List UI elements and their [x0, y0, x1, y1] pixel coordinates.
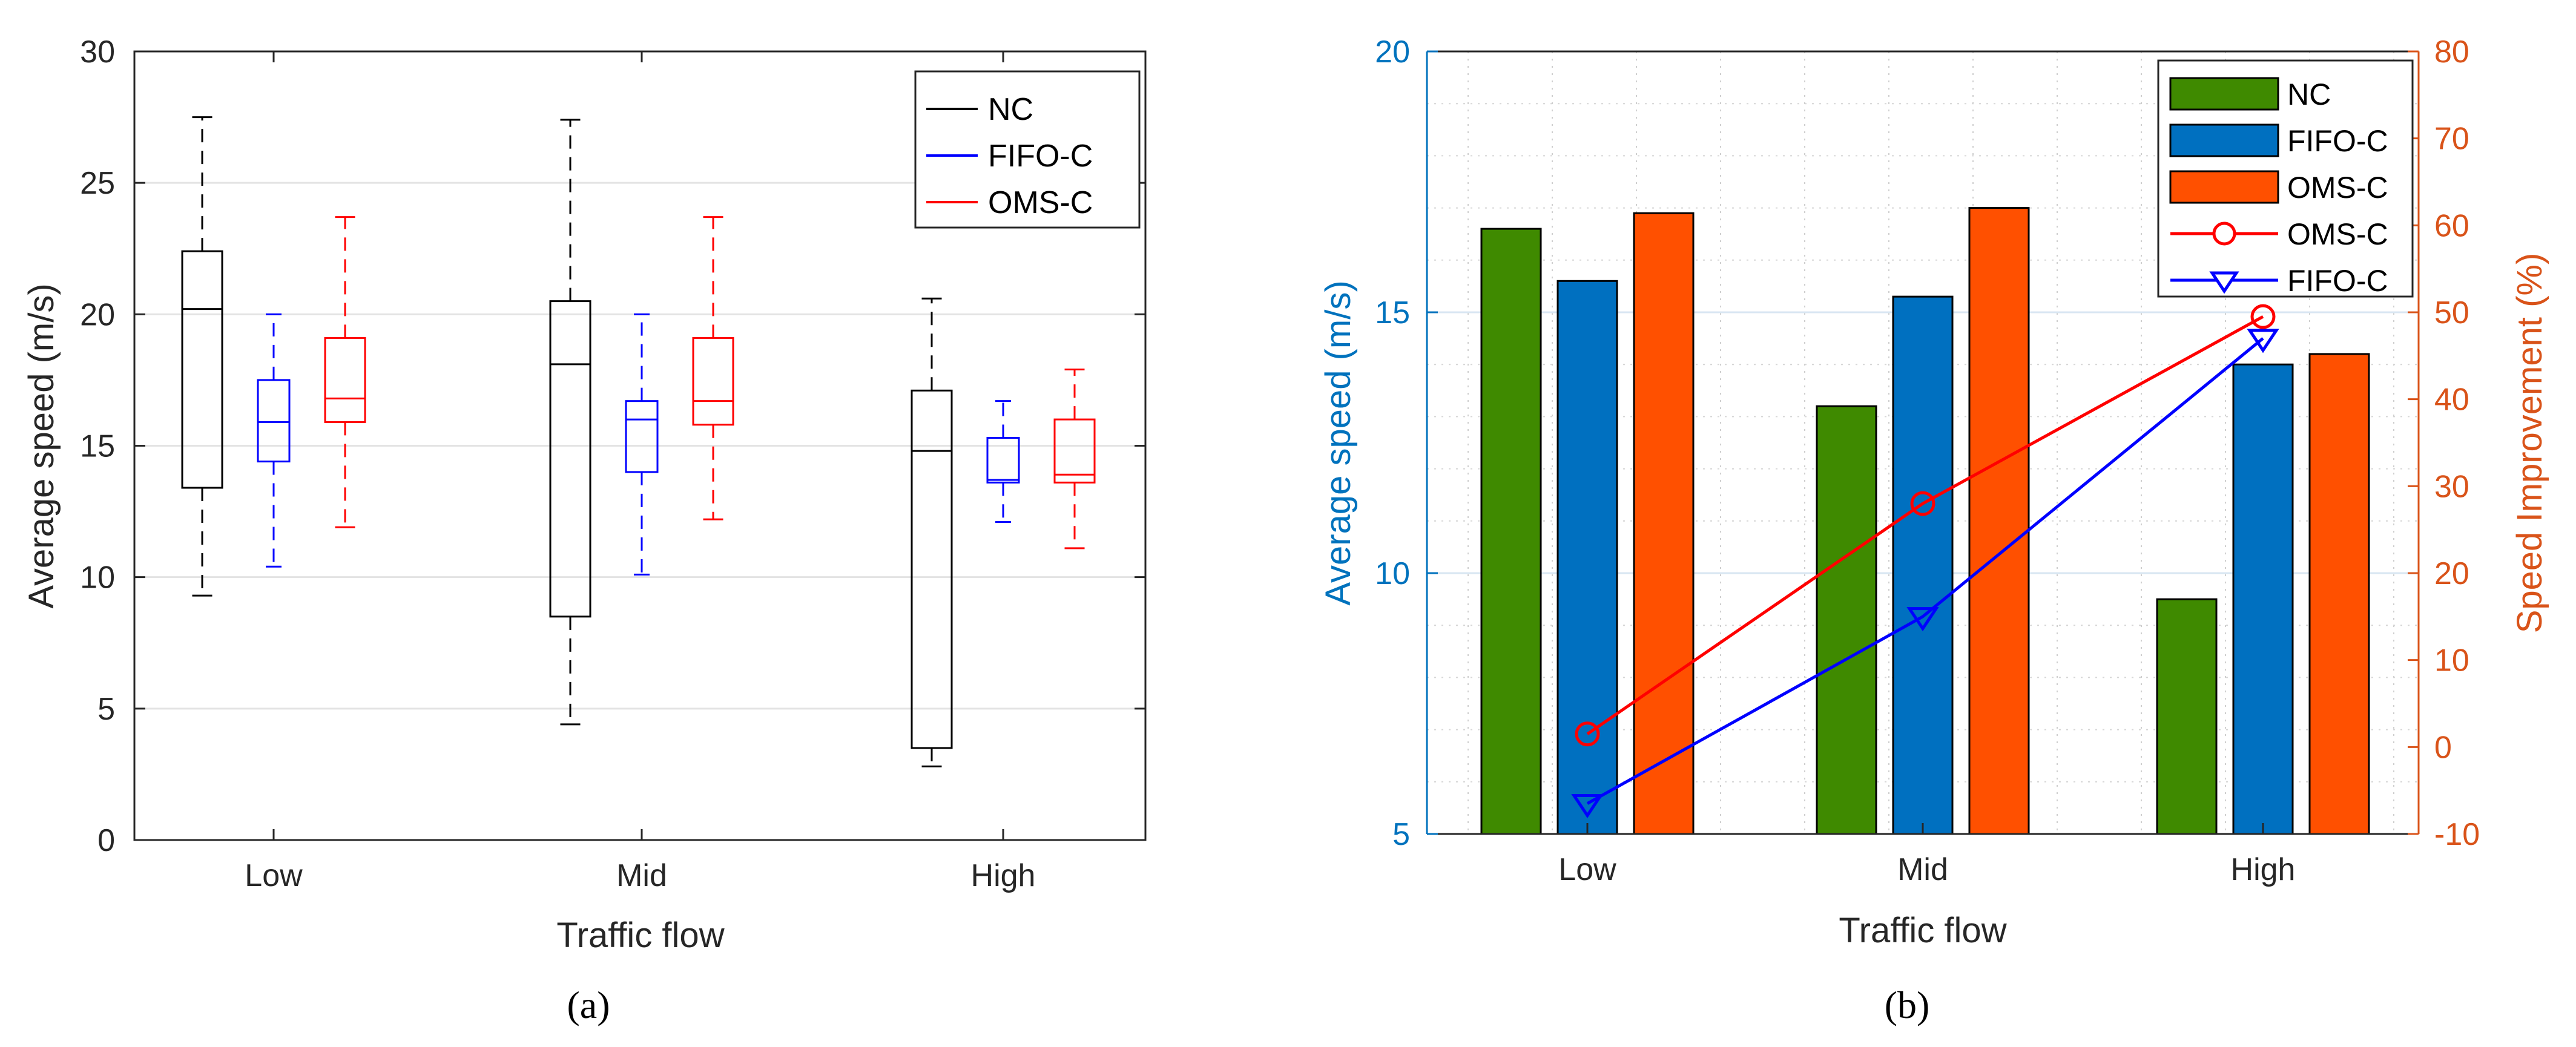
- y-tick-label: 10: [1375, 556, 1410, 591]
- bar-oms-c-low: [1633, 212, 1695, 835]
- legend-marker: [2209, 271, 2239, 294]
- y-right-tick-label: 80: [2434, 34, 2469, 70]
- box-fifo-c-high: [986, 400, 1020, 523]
- bar-oms-c-high: [2308, 353, 2370, 835]
- line-fifo-c: [1586, 337, 2264, 805]
- legend-label: FIFO-C: [2287, 264, 2388, 298]
- panel-a-boxplot: 0 5 10 15 20 25 30 Low Mid High NC FIFO-C OMS-C Traff…: [22, 34, 1147, 1026]
- marker-fifo-c: [1906, 607, 1939, 632]
- x-axis-label: Traffic flow: [1839, 911, 2007, 950]
- x-tick-label: Mid: [616, 858, 667, 893]
- box-nc-mid: [549, 119, 591, 726]
- box-fifo-c-mid: [625, 313, 659, 576]
- panel-caption: (a): [567, 983, 610, 1026]
- box-fifo-c-low: [257, 313, 291, 568]
- bar-nc-mid: [1816, 405, 1877, 835]
- box-iqr: [324, 336, 366, 423]
- box-iqr: [257, 379, 291, 463]
- x-tick-label: Low: [245, 858, 303, 893]
- x-tick-label: High: [971, 858, 1036, 893]
- box-iqr: [986, 436, 1020, 484]
- legend-label: NC: [988, 92, 1033, 127]
- bar-nc-low: [1480, 228, 1542, 835]
- bar-oms-c-mid: [1968, 207, 2030, 835]
- y-axis-label: Average speed (m/s): [22, 283, 61, 608]
- legend-swatch: [2169, 123, 2279, 157]
- y-right-tick-label: 40: [2434, 382, 2469, 418]
- line-oms-c: [1586, 315, 2264, 735]
- legend-label: OMS-C: [2287, 171, 2388, 205]
- box-nc-low: [181, 116, 223, 597]
- x-tick-label: High: [2231, 852, 2296, 887]
- legend: NC FIFO-C OMS-C OMS-C FIFO-C: [2157, 59, 2414, 298]
- y-right-tick-label: 50: [2434, 295, 2469, 330]
- legend-label: OMS-C: [2287, 217, 2388, 251]
- y-right-tick-label: -10: [2434, 817, 2480, 852]
- bar-fifo-c-low: [1556, 280, 1618, 835]
- y-tick-label: 15: [1375, 295, 1410, 330]
- box-iqr: [181, 250, 223, 489]
- legend-label: FIFO-C: [988, 139, 1093, 174]
- x-tick-label: Mid: [1897, 852, 1948, 887]
- box-iqr: [549, 300, 591, 618]
- y-tick-label: 10: [80, 560, 115, 596]
- box-iqr: [1053, 418, 1096, 484]
- y-tick-label: 20: [80, 297, 115, 332]
- y-tick-label: 25: [80, 166, 115, 201]
- bar-nc-high: [2156, 598, 2218, 835]
- box-iqr: [692, 336, 734, 426]
- legend-label: FIFO-C: [2287, 124, 2388, 158]
- box-nc-high: [911, 297, 953, 767]
- y-right-tick-label: 20: [2434, 556, 2469, 591]
- y-right-tick-label: 10: [2434, 643, 2469, 678]
- marker-oms-c: [2250, 304, 2276, 329]
- legend-label: NC: [2287, 77, 2331, 111]
- x-tick-label: Low: [1558, 852, 1616, 887]
- marker-fifo-c: [1571, 794, 1604, 819]
- box-oms-c-mid: [692, 216, 734, 520]
- legend-label: OMS-C: [988, 185, 1093, 220]
- panel-caption: (b): [1885, 983, 1930, 1026]
- y-tick-label: 30: [80, 34, 115, 70]
- marker-fifo-c: [2247, 329, 2279, 353]
- y-tick-label: 0: [97, 823, 115, 858]
- y-right-tick-label: 0: [2434, 730, 2452, 765]
- box-iqr: [911, 389, 953, 749]
- y-right-tick-label: 70: [2434, 122, 2469, 157]
- marker-oms-c: [1910, 491, 1935, 516]
- bar-fifo-c-high: [2232, 363, 2294, 835]
- y-tick-label: 5: [97, 692, 115, 727]
- y-axis-label-right: Speed Improvement (%): [2510, 253, 2549, 634]
- y-tick-label: 5: [1392, 817, 1410, 852]
- y-tick-label: 20: [1375, 34, 1410, 70]
- y-axis-label: Average speed (m/s): [1319, 280, 1358, 605]
- legend-swatch: [2169, 170, 2279, 204]
- bar-fifo-c-mid: [1892, 295, 1954, 835]
- panel-b-bar-line-chart: 5 10 15 20 -10 0 10 20 30 40 50 60 70 80 Low Mid High NC F…: [1319, 34, 2549, 1026]
- box-oms-c-high: [1053, 369, 1096, 550]
- box-iqr: [625, 400, 659, 473]
- y-right-tick-label: 30: [2434, 469, 2469, 504]
- y-right-tick-label: 60: [2434, 208, 2469, 243]
- legend-swatch: [2169, 77, 2279, 111]
- marker-oms-c: [1575, 721, 1600, 747]
- legend: NC FIFO-C OMS-C: [914, 70, 1141, 229]
- legend-marker: [2212, 222, 2236, 246]
- box-oms-c-low: [324, 216, 366, 528]
- x-axis-label: Traffic flow: [556, 916, 725, 955]
- y-tick-label: 15: [80, 429, 115, 464]
